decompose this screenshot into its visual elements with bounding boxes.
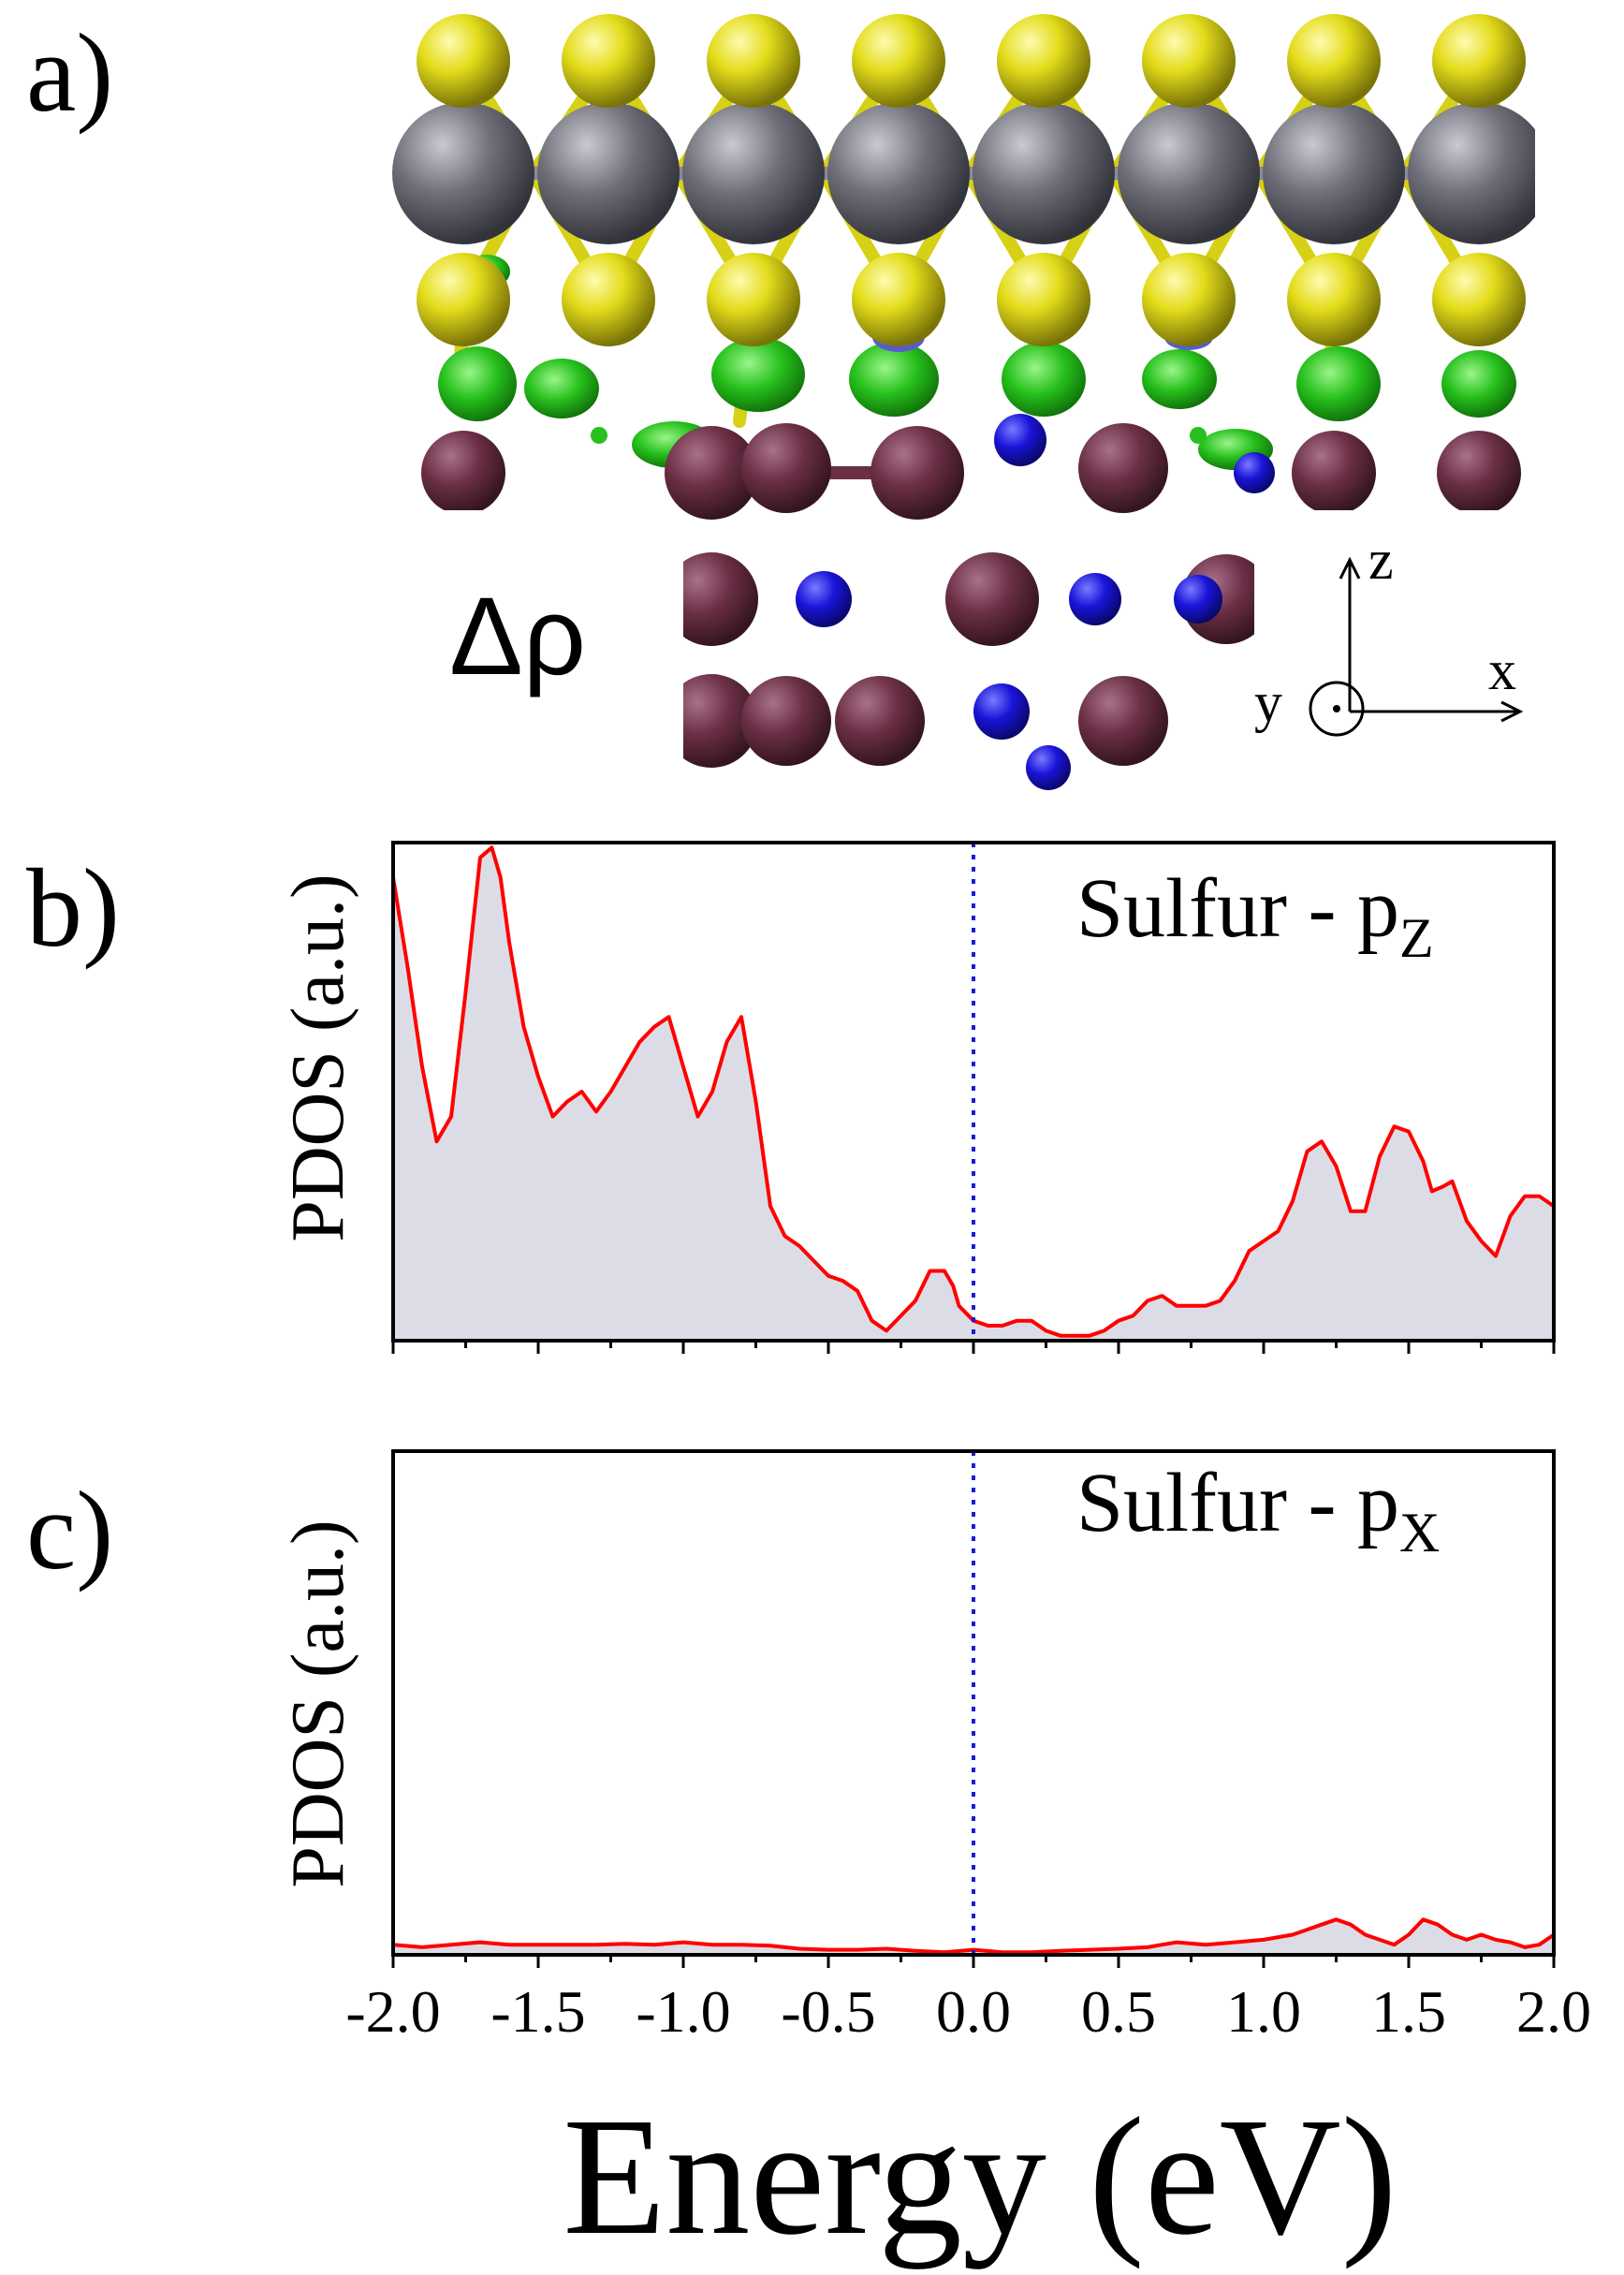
x-tick-label: 1.5 xyxy=(1371,1978,1446,2045)
axis-x-label: x xyxy=(1488,639,1516,701)
panel-c-series-area xyxy=(393,1919,1554,1955)
panel-b-series-area xyxy=(393,847,1554,1341)
panel-b-annotation-main: Sulfur - p xyxy=(1076,862,1399,955)
delta-rho-symbol: Δρ xyxy=(449,575,586,698)
sulfur-atoms xyxy=(417,14,1526,346)
x-tick-label: 0.5 xyxy=(1081,1978,1156,2045)
panel-b: b) PDOS (a.u.) Sulfur - pZ xyxy=(26,841,1556,1354)
axis-y-label: y xyxy=(1254,671,1282,733)
panel-c-label: c) xyxy=(26,1468,113,1592)
structure-illustration xyxy=(392,0,1624,791)
panel-c-annotation: Sulfur - pX xyxy=(1076,1457,1440,1563)
x-tick-label: -2.0 xyxy=(345,1978,440,2045)
panel-b-annotation-sub: Z xyxy=(1399,907,1434,969)
axis-z-label: z xyxy=(1368,529,1394,591)
image-crop-right xyxy=(1254,510,1535,791)
panel-b-annotation: Sulfur - pZ xyxy=(1076,862,1434,969)
x-tick-label: 1.0 xyxy=(1226,1978,1301,2045)
metal-atoms xyxy=(392,102,1550,244)
panel-b-series-line xyxy=(391,845,1556,1338)
panel-b-ylabel: PDOS (a.u.) xyxy=(277,873,359,1241)
panel-c-annotation-main: Sulfur - p xyxy=(1076,1457,1399,1549)
x-tick-label: -1.0 xyxy=(636,1978,730,2045)
x-tick-label: 0.0 xyxy=(936,1978,1011,2045)
panel-c-series-line xyxy=(392,1917,1556,1955)
panel-c-ylabel: PDOS (a.u.) xyxy=(277,1519,359,1887)
x-tick-label: -1.5 xyxy=(490,1978,585,2045)
panel-a: a) xyxy=(26,0,1624,791)
x-tick-labels: -2.0 -1.5 -1.0 -0.5 0.0 0.5 1.0 1.5 2.0 xyxy=(345,1978,1591,2045)
panel-b-label: b) xyxy=(26,845,120,970)
x-axis-title: Energy (eV) xyxy=(563,2083,1397,2269)
panel-a-label: a) xyxy=(26,10,113,135)
axes-indicator xyxy=(1309,556,1524,737)
x-tick-label: -0.5 xyxy=(781,1978,875,2045)
image-crop-top-right xyxy=(1535,0,1624,524)
plot-c xyxy=(391,1449,1556,1968)
x-tick-label: 2.0 xyxy=(1516,1978,1591,2045)
plot-b xyxy=(391,841,1556,1354)
y-axis-out-of-plane-icon xyxy=(1309,681,1365,737)
image-crop-left xyxy=(412,510,683,791)
panel-c-annotation-sub: X xyxy=(1399,1502,1440,1563)
panel-c: c) PDOS (a.u.) Sulfur - pX -2.0 -1.5 -1.0-… xyxy=(26,1449,1591,2269)
